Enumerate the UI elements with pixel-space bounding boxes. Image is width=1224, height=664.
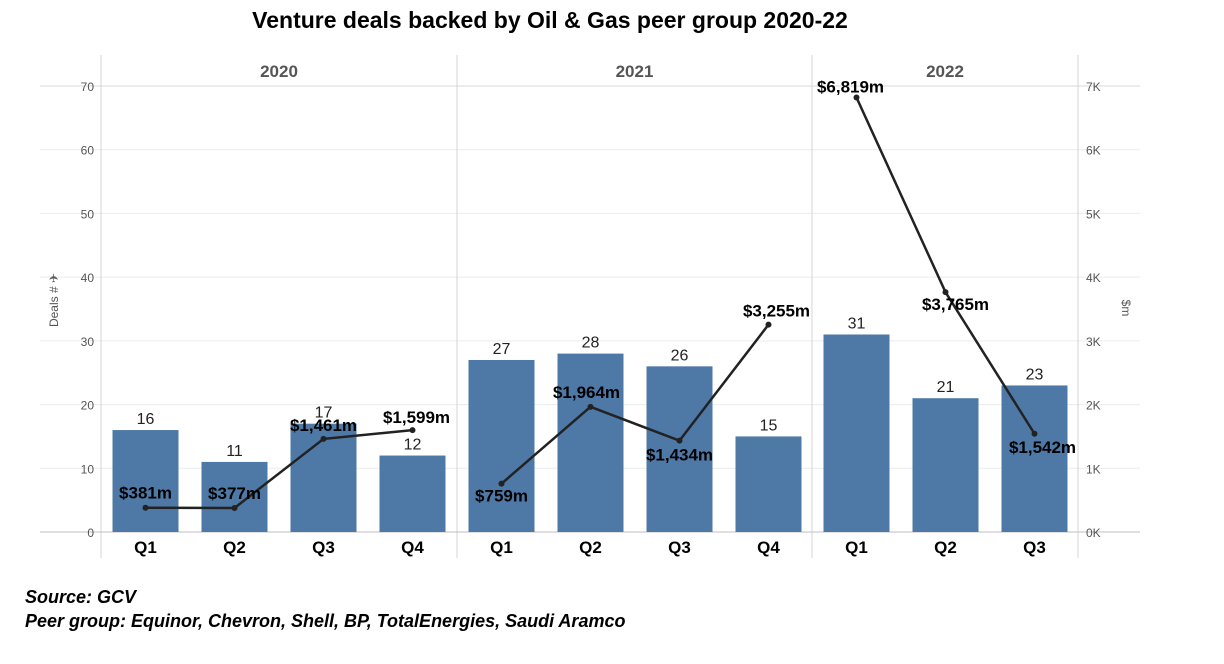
left-tick-label: 10 [81, 462, 95, 476]
line-value-label: $377m [208, 484, 261, 503]
quarter-label: Q2 [579, 538, 602, 557]
line-segment-2020 [145, 428, 413, 510]
quarter-label: Q3 [312, 538, 335, 557]
left-tick-label: 0 [87, 526, 94, 540]
right-tick-label: 6K [1086, 144, 1101, 158]
bar-value-label: 21 [937, 379, 955, 396]
quarter-label: Q4 [757, 538, 780, 557]
right-tick-label: 7K [1086, 80, 1101, 94]
line-point [853, 94, 860, 101]
line-value-label: $1,434m [646, 446, 713, 465]
year-header-2022: 2022 [926, 62, 964, 81]
quarter-label: Q1 [134, 538, 157, 557]
right-tick-label: 1K [1086, 462, 1101, 476]
quarter-label: Q2 [223, 538, 246, 557]
left-tick-label: 40 [81, 271, 95, 285]
bar-value-label: 16 [137, 411, 155, 428]
left-tick-label: 50 [81, 207, 95, 221]
line-segment-2021 [500, 323, 770, 485]
line-point [320, 435, 327, 442]
bar-value-label: 23 [1026, 366, 1044, 383]
grid [40, 55, 1140, 558]
right-axis-title: $m [1119, 300, 1133, 317]
line-point [942, 289, 949, 296]
bar [379, 455, 446, 532]
line-value-label: $3,765m [922, 295, 989, 314]
bar-value-label: 31 [848, 315, 866, 332]
year-header-2021: 2021 [616, 62, 654, 81]
line-value-label: $6,819m [817, 78, 884, 97]
line-series [142, 94, 1038, 511]
right-tick-label: 3K [1086, 335, 1101, 349]
chart: Venture deals backed by Oil & Gas peer g… [40, 7, 1140, 558]
right-tick-label: 5K [1086, 207, 1101, 221]
bar [201, 461, 268, 532]
bar [468, 359, 535, 532]
line-value-label: $1,461m [290, 416, 357, 435]
quarter-label: Q1 [845, 538, 868, 557]
line-point [231, 504, 238, 511]
right-tick-label: 4K [1086, 271, 1101, 285]
bar-value-label: 17 [315, 405, 333, 422]
line-point [409, 427, 416, 434]
line-value-label: $1,599m [383, 408, 450, 427]
quarter-label: Q2 [934, 538, 957, 557]
bar-value-label: 27 [493, 341, 511, 358]
peer-group-note: Peer group: Equinor, Chevron, Shell, BP,… [25, 611, 626, 631]
bar-value-label: 26 [671, 347, 689, 364]
bar-value-label: 28 [582, 335, 600, 352]
line-point [498, 480, 505, 487]
bar-value-label: 11 [226, 443, 243, 460]
data-labels: 16 11 17 12 27 28 26 15 31 21 23 $381m $377m $1,461m $… [119, 78, 1076, 506]
bar [646, 366, 713, 532]
quarter-label: Q3 [1023, 538, 1046, 557]
bar-value-label: 12 [404, 437, 422, 454]
year-header-2020: 2020 [260, 62, 298, 81]
bar [912, 398, 979, 532]
left-tick-label: 60 [81, 144, 95, 158]
line-value-label: $1,542m [1009, 438, 1076, 457]
source-note: Source: GCV [25, 587, 137, 607]
right-tick-label: 0K [1086, 526, 1101, 540]
bars [112, 334, 1068, 532]
left-tick-label: 30 [81, 335, 95, 349]
bar-value-label: 15 [760, 417, 778, 434]
line-point [765, 321, 772, 328]
right-tick-label: 2K [1086, 399, 1101, 413]
line-value-label: $759m [475, 487, 528, 506]
line-value-label: $381m [119, 484, 172, 503]
quarter-label: Q1 [490, 538, 513, 557]
quarter-label: Q3 [668, 538, 691, 557]
left-tick-label: 70 [81, 80, 95, 94]
bar [112, 430, 179, 532]
line-point [1031, 430, 1038, 437]
bar [1001, 385, 1068, 532]
line-point [587, 403, 594, 410]
chart-title: Venture deals backed by Oil & Gas peer g… [252, 7, 848, 33]
bar [823, 334, 890, 532]
left-axis-title: Deals # ✈ [47, 273, 61, 327]
line-point [676, 437, 683, 444]
line-point [142, 504, 149, 511]
quarter-label: Q4 [401, 538, 424, 557]
bar [735, 436, 802, 532]
line-value-label: $1,964m [553, 383, 620, 402]
left-tick-label: 20 [81, 399, 95, 413]
line-value-label: $3,255m [743, 302, 810, 321]
bar [557, 353, 624, 532]
